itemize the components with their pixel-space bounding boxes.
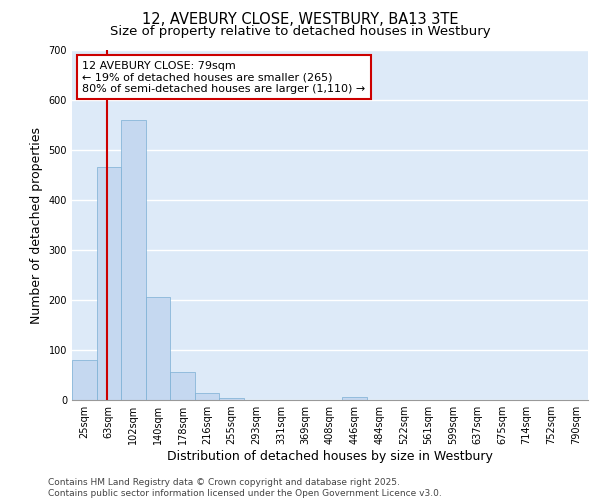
Bar <box>121 120 146 400</box>
Bar <box>195 392 220 400</box>
Bar <box>97 166 121 400</box>
Bar <box>220 398 244 400</box>
X-axis label: Distribution of detached houses by size in Westbury: Distribution of detached houses by size … <box>167 450 493 463</box>
Text: Size of property relative to detached houses in Westbury: Size of property relative to detached ho… <box>110 25 490 38</box>
Bar <box>342 397 367 400</box>
Bar <box>170 372 195 400</box>
Y-axis label: Number of detached properties: Number of detached properties <box>30 126 43 324</box>
Text: 12 AVEBURY CLOSE: 79sqm
← 19% of detached houses are smaller (265)
80% of semi-d: 12 AVEBURY CLOSE: 79sqm ← 19% of detache… <box>82 60 365 94</box>
Bar <box>72 360 97 400</box>
Text: Contains HM Land Registry data © Crown copyright and database right 2025.
Contai: Contains HM Land Registry data © Crown c… <box>48 478 442 498</box>
Bar <box>146 296 170 400</box>
Text: 12, AVEBURY CLOSE, WESTBURY, BA13 3TE: 12, AVEBURY CLOSE, WESTBURY, BA13 3TE <box>142 12 458 28</box>
